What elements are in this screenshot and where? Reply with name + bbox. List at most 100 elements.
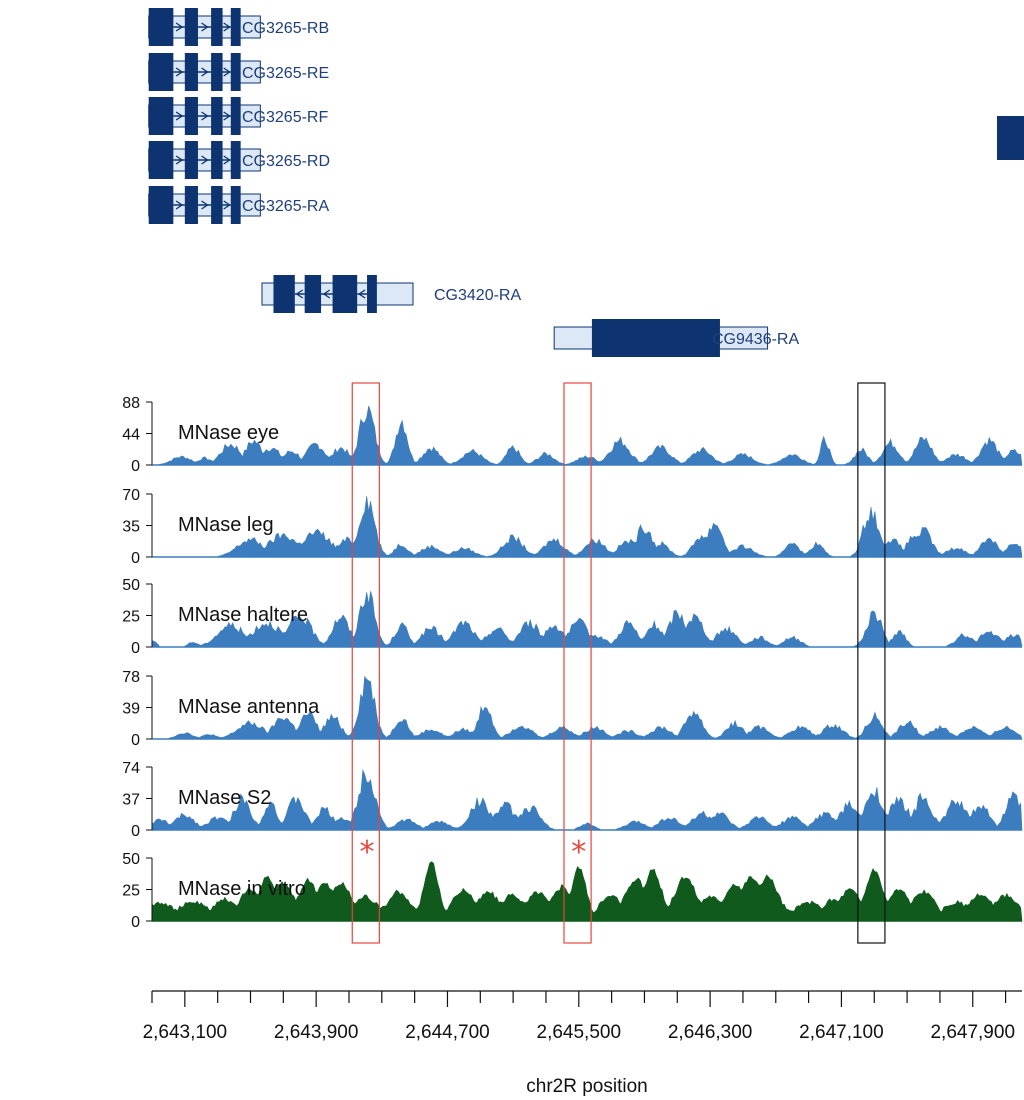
cds-block [230, 97, 241, 135]
cds-block [591, 319, 720, 357]
y-tick-label: 70 [122, 487, 140, 504]
strand-arrow [223, 22, 231, 32]
strand-arrow [201, 67, 209, 77]
cds-block [230, 141, 241, 179]
y-tick-label: 25 [122, 609, 140, 626]
gene-model: CG3265-RB [148, 8, 329, 46]
strand-arrow [201, 111, 209, 121]
y-tick-label: 0 [131, 458, 140, 475]
gene-label: CG3265-RD [242, 153, 330, 170]
cds-block [230, 53, 241, 91]
strand-arrow [201, 155, 209, 165]
cds-block [148, 97, 174, 135]
x-tick-label: 2,645,500 [537, 1022, 622, 1043]
coverage-track: 0 25 50 MNase haltere [122, 577, 1023, 657]
asterisk-marker: * [360, 835, 375, 870]
coverage-track: 0 25 50 MNase in vitro [122, 851, 1023, 931]
y-tick-label: 88 [122, 395, 140, 412]
x-tick-label: 2,643,900 [274, 1022, 359, 1043]
asterisk-marker: * [571, 835, 586, 870]
coverage-area [152, 405, 1023, 466]
strand-arrow [322, 289, 331, 299]
track-label: MNase leg [178, 514, 274, 536]
y-tick-label: 39 [122, 701, 140, 718]
cds-block [367, 275, 377, 313]
y-tick-label: 0 [131, 732, 140, 749]
track-label: MNase haltere [178, 604, 308, 626]
strand-arrow [175, 200, 184, 210]
gene-label: CG3265-RA [242, 198, 329, 215]
coverage-area [151, 861, 1023, 922]
cds-block [148, 53, 174, 91]
coverage-track: 0 39 78 MNase antenna [122, 669, 1023, 749]
gene-model: CG3420-RA [261, 275, 521, 313]
coverage-area [152, 496, 1023, 558]
highlight-box [563, 382, 592, 944]
strand-arrow [223, 67, 231, 77]
gene-model: CG3265-RA [148, 186, 329, 224]
track-label: MNase antenna [178, 696, 320, 718]
coverage-area [151, 768, 1023, 831]
highlight-box [351, 382, 380, 944]
strand-arrow [201, 200, 209, 210]
y-tick-label: 74 [122, 760, 140, 777]
x-tick-label: 2,647,900 [930, 1022, 1015, 1043]
y-tick-label: 25 [122, 883, 140, 900]
coverage-area [152, 675, 1023, 740]
cds-block [230, 8, 241, 46]
cds-block [184, 186, 198, 224]
cds-block [184, 97, 198, 135]
cds-block [273, 275, 295, 313]
y-tick-label: 50 [122, 851, 140, 868]
track-label: MNase S2 [178, 787, 271, 809]
cds-block [332, 275, 358, 313]
gene-models: CG3265-RB CG3265-RE CG3265-RF CG3265-RD CG32… [148, 8, 1024, 357]
gene-label: CG3265-RE [242, 65, 329, 82]
y-tick-label: 0 [131, 640, 140, 657]
gene-label: CG3265-RB [242, 20, 329, 37]
cds-block [184, 53, 198, 91]
cds-block [211, 8, 223, 46]
gene-model: CG9436-RA [553, 319, 799, 357]
gene-label: CG3265-RF [242, 109, 328, 126]
strand-arrow [223, 200, 231, 210]
gene-model: CG3265-RF [148, 97, 328, 135]
y-tick-label: 35 [122, 519, 140, 536]
coverage-tracks: 0 44 88 MNase eye 0 35 70 MNase leg 0 25 50 MNase h… [122, 395, 1023, 931]
x-tick-label: 2,643,100 [143, 1022, 228, 1043]
cds-block [148, 8, 174, 46]
y-tick-label: 37 [122, 792, 140, 809]
track-label: MNase eye [178, 422, 279, 444]
strand-arrow [201, 22, 209, 32]
x-tick-label: 2,644,700 [405, 1022, 490, 1043]
highlight-boxes: * * [351, 382, 886, 944]
strand-arrow [175, 155, 184, 165]
coverage-track: 0 44 88 MNase eye [122, 395, 1023, 475]
strand-arrow [223, 155, 231, 165]
cds-block [184, 141, 198, 179]
x-axis: 2,643,100 2,643,900 2,644,700 2,645,500 2,64… [143, 990, 1022, 1043]
x-axis-title: chr2R position [526, 1076, 647, 1097]
cds-block [211, 53, 223, 91]
offscreen-gene-block [997, 116, 1024, 160]
coverage-track: 0 37 74 MNase S2 [122, 760, 1023, 840]
gene-label: CG9436-RA [712, 331, 799, 348]
y-tick-label: 0 [131, 823, 140, 840]
strand-arrow [357, 289, 366, 299]
track-label: MNase in vitro [178, 878, 306, 900]
strand-arrow [223, 111, 231, 121]
y-tick-label: 78 [122, 669, 140, 686]
cds-block [184, 8, 198, 46]
cds-block [211, 97, 223, 135]
cds-block [211, 186, 223, 224]
gene-label: CG3420-RA [434, 287, 521, 304]
highlight-box [857, 382, 886, 944]
cds-block [148, 186, 174, 224]
y-tick-label: 0 [131, 550, 140, 567]
cds-block [211, 141, 223, 179]
gene-model: CG3265-RD [148, 141, 330, 179]
strand-arrow [175, 22, 184, 32]
cds-block [304, 275, 322, 313]
strand-arrow [175, 67, 184, 77]
